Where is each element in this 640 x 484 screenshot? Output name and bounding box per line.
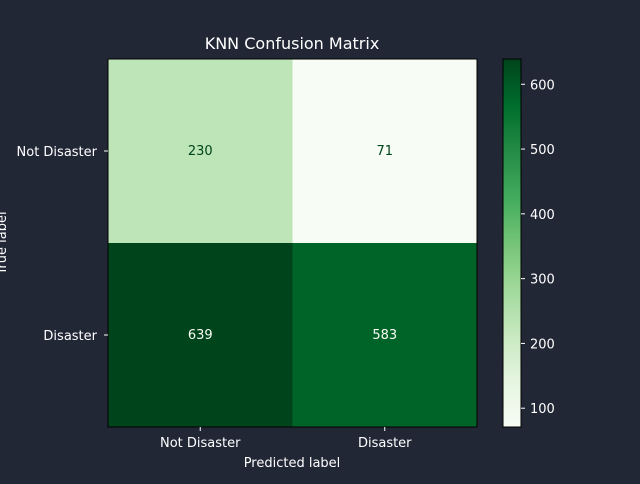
cell-value-label: 639 [188,328,213,343]
x-axis-label: Predicted label [244,456,341,471]
y-axis-label: True label [0,211,10,275]
y-axis-ticks: Not Disaster Disaster [17,145,108,344]
cell-value-label: 230 [188,144,213,159]
colorbar-tick-label: 100 [530,402,555,417]
colorbar [502,58,522,428]
cell-value-label: 71 [376,144,393,159]
colorbar-tick-label: 200 [530,337,555,352]
matrix-cells: 230 71 639 583 [108,59,477,427]
matrix-cell [292,59,477,243]
matrix-cell [292,243,477,427]
matrix-cell [108,59,293,243]
colorbar-tick-label: 500 [530,143,555,158]
x-tick-label: Disaster [358,436,412,451]
colorbar-tick-label: 400 [530,208,555,223]
matrix-cell [108,243,293,427]
y-tick-label: Disaster [43,329,97,344]
colorbar-tick-label: 300 [530,273,555,288]
matrix-frame [107,58,478,428]
colorbar-tick-label: 600 [530,78,555,93]
colorbar-ticks: 100 200 300 400 500 600 [521,78,555,417]
chart-title: KNN Confusion Matrix [205,34,380,53]
x-tick-label: Not Disaster [160,436,241,451]
x-axis-ticks: Not Disaster Disaster [160,427,412,451]
cell-value-label: 583 [372,328,397,343]
y-tick-label: Not Disaster [17,145,98,160]
